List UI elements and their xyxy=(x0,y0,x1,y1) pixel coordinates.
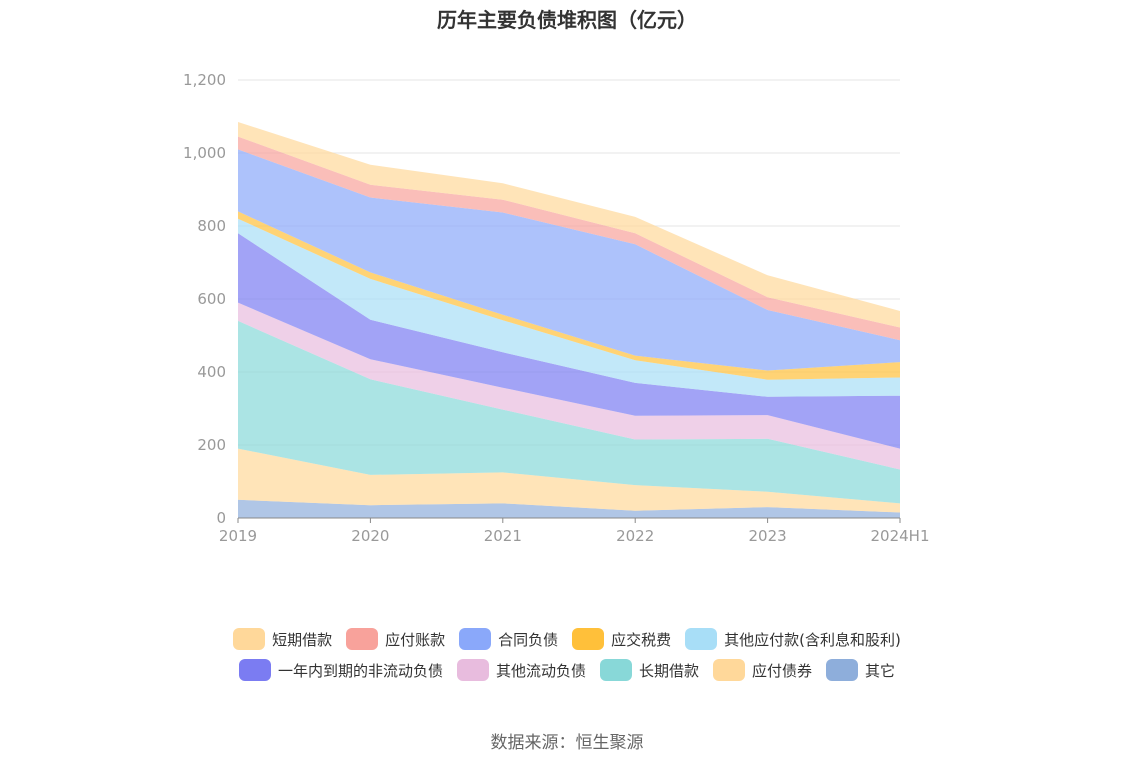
x-tick-label: 2024H1 xyxy=(871,527,930,545)
legend-label: 长期借款 xyxy=(638,661,699,680)
legend-item[interactable]: 合同负债 xyxy=(459,628,558,650)
legend-label: 其它 xyxy=(865,661,896,680)
legend-row-1: 短期借款 应付账款 合同负债 应交税费 其他应付款(含利息和股利) xyxy=(0,628,1134,650)
x-axis: 2019 2020 2021 2022 2023 2024H1 xyxy=(219,517,930,545)
legend-item[interactable]: 短期借款 xyxy=(233,628,332,650)
legend-item[interactable]: 长期借款 xyxy=(599,659,699,681)
chart-title: 历年主要负债堆积图（亿元） xyxy=(437,8,697,32)
legend-swatch xyxy=(456,659,489,681)
area-短期借款 xyxy=(238,122,900,328)
data-source: 数据来源：恒生聚源 xyxy=(490,733,644,753)
area-series xyxy=(238,122,900,518)
legend: 短期借款 应付账款 合同负债 应交税费 其他应付款(含利息和股利) 一年内到期的非流动负… xyxy=(0,628,1134,690)
legend-swatch xyxy=(233,628,266,650)
y-tick-label: 400 xyxy=(197,363,226,381)
legend-swatch xyxy=(599,659,632,681)
area-其他流动负债 xyxy=(238,302,900,470)
y-tick-label: 800 xyxy=(197,217,226,235)
x-tick-label: 2022 xyxy=(616,527,654,545)
y-axis: 0 200 400 600 800 1,000 1,200 xyxy=(183,71,226,527)
legend-swatch xyxy=(572,628,605,650)
x-tick-label: 2023 xyxy=(749,527,787,545)
x-tick-label: 2019 xyxy=(219,527,257,545)
legend-swatch xyxy=(826,659,859,681)
area-其它 xyxy=(238,499,900,518)
area-一年内到期的非流动负债 xyxy=(238,233,900,449)
legend-item[interactable]: 其他应付款(含利息和股利) xyxy=(685,628,901,650)
area-长期借款 xyxy=(238,320,900,504)
legend-label: 应付债券 xyxy=(752,661,813,680)
legend-swatch xyxy=(238,659,271,681)
x-tick-label: 2020 xyxy=(351,527,389,545)
legend-swatch xyxy=(685,628,718,650)
legend-row-2: 一年内到期的非流动负债 其他流动负债 长期借款 应付债券 其它 xyxy=(0,659,1134,681)
legend-label: 应交税费 xyxy=(611,630,672,649)
y-tick-label: 0 xyxy=(216,509,226,527)
legend-item[interactable]: 其他流动负债 xyxy=(456,659,586,681)
legend-item[interactable]: 应交税费 xyxy=(572,628,671,650)
legend-label: 合同负债 xyxy=(498,630,559,649)
y-tick-label: 200 xyxy=(197,436,226,454)
y-tick-label: 1,000 xyxy=(183,144,226,162)
area-应付债券 xyxy=(238,448,900,513)
legend-item[interactable]: 应付账款 xyxy=(346,628,445,650)
legend-item[interactable]: 其它 xyxy=(826,659,895,681)
y-tick-label: 1,200 xyxy=(183,71,226,89)
legend-label: 其他流动负债 xyxy=(495,661,586,680)
legend-item[interactable]: 一年内到期的非流动负债 xyxy=(238,659,443,681)
area-应付账款 xyxy=(238,136,900,341)
legend-item[interactable]: 应付债券 xyxy=(713,659,812,681)
legend-label: 一年内到期的非流动负债 xyxy=(277,661,443,680)
legend-swatch xyxy=(713,659,745,681)
area-合同负债 xyxy=(238,149,900,371)
x-tick-label: 2021 xyxy=(484,527,522,545)
legend-swatch xyxy=(346,628,379,650)
legend-label: 其他应付款(含利息和股利) xyxy=(724,630,901,649)
stacked-area-chart: 0 200 400 600 800 1,000 1,200 2019 2020 2021 2022… xyxy=(183,71,930,545)
legend-label: 应付账款 xyxy=(385,630,446,649)
y-tick-label: 600 xyxy=(197,290,226,308)
legend-label: 短期借款 xyxy=(272,630,333,649)
area-其他应付款(含利息和股利) xyxy=(238,218,900,397)
legend-swatch xyxy=(459,628,492,650)
